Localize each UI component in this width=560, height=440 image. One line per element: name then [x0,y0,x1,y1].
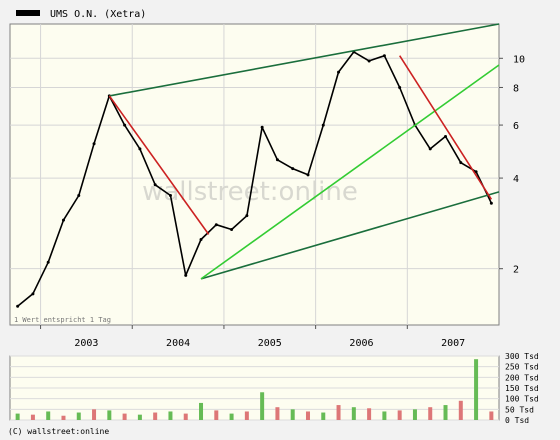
legend-swatch [16,10,40,16]
volume-bar [458,400,463,420]
data-note: 1 Wert entspricht 1 Tag [14,316,111,324]
trend-line-downtrend [398,55,493,200]
watermark: wallstreet:online [142,177,358,207]
price-point [306,173,310,177]
y-tick-label: 4 [513,174,519,185]
volume-bar [336,405,341,420]
price-point [214,223,218,227]
volume-bars [15,359,494,420]
trend-line-uptrend [200,64,500,280]
volume-bar [76,412,81,420]
volume-bar [61,415,66,420]
volume-tick-label: 0 Tsd [505,416,529,425]
price-point [230,227,234,231]
price-point [123,123,127,127]
x-tick-label: 2005 [258,338,282,349]
volume-bar [351,407,356,420]
volume-bar [428,407,433,420]
y-axis: 2 4 6 8 10 [499,54,525,276]
price-point [337,70,341,74]
price-point [444,134,448,138]
volume-bar [229,413,234,420]
volume-bar [305,411,310,420]
volume-bar [107,410,112,420]
volume-tick-label: 100 Tsd [505,395,539,404]
price-point [291,167,295,171]
y-tick-label: 10 [513,54,525,65]
volume-bar [137,414,142,420]
volume-bar [122,413,127,420]
volume-bar [183,413,188,420]
price-point [61,218,65,222]
volume-tick-label: 150 Tsd [505,384,539,393]
price-point [489,201,493,205]
volume-bar [412,409,417,420]
volume-bar [244,411,249,420]
price-point [382,54,386,58]
price-point [474,170,478,174]
y-tick-label: 6 [513,121,519,132]
price-point [138,147,142,151]
volume-bar [30,414,35,420]
price-point [275,158,279,162]
price-point [459,161,463,165]
x-tick-label: 2006 [349,338,373,349]
volume-bar [367,408,372,420]
volume-bar [275,407,280,420]
volume-bar [474,359,479,420]
volume-tick-label: 200 Tsd [505,373,539,382]
x-tick-label: 2007 [441,338,465,349]
price-point [92,142,96,146]
price-grid [10,24,499,325]
volume-bar [290,409,295,420]
price-point [31,292,35,296]
x-tick-label: 2003 [74,338,98,349]
price-point [77,194,81,198]
price-series [16,50,493,308]
trend-line-channel-lower [200,191,500,280]
price-point [245,214,249,218]
volume-grid [10,355,499,421]
legend-label: UMS O.N. (Xetra) [50,9,146,20]
price-point [16,304,20,308]
price-point [428,147,432,151]
volume-bar [15,413,20,420]
volume-bar [46,411,51,420]
price-point [321,123,325,127]
volume-bar [321,412,326,420]
volume-bar [153,412,158,420]
price-point [168,194,172,198]
y-tick-label: 8 [513,83,519,94]
price-point [398,85,402,89]
x-tick-label: 2004 [166,338,190,349]
volume-bar [489,411,494,420]
volume-bar [397,410,402,420]
trend-line-channel-upper [109,23,500,97]
price-point [153,183,157,187]
y-tick-label: 2 [513,265,519,276]
volume-bar [168,411,173,420]
volume-bar [260,392,265,420]
volume-bar [214,410,219,420]
volume-bar [443,405,448,420]
volume-tick-label: 50 Tsd [505,405,534,414]
price-point [46,260,50,264]
price-point [199,238,203,242]
price-point [260,125,264,129]
trend-lines [108,23,500,280]
copyright: (C) wallstreet:online [8,427,109,436]
volume-tick-label: 250 Tsd [505,363,539,372]
volume-bar [92,409,97,420]
volume-bar [199,402,204,420]
trend-line-downtrend [108,95,210,235]
volume-bar [382,411,387,420]
volume-tick-label: 300 Tsd [505,352,539,361]
price-line [17,51,493,307]
price-point [367,59,371,63]
x-axis: 2003 2004 2005 2006 2007 [40,325,465,349]
price-point [184,273,188,277]
